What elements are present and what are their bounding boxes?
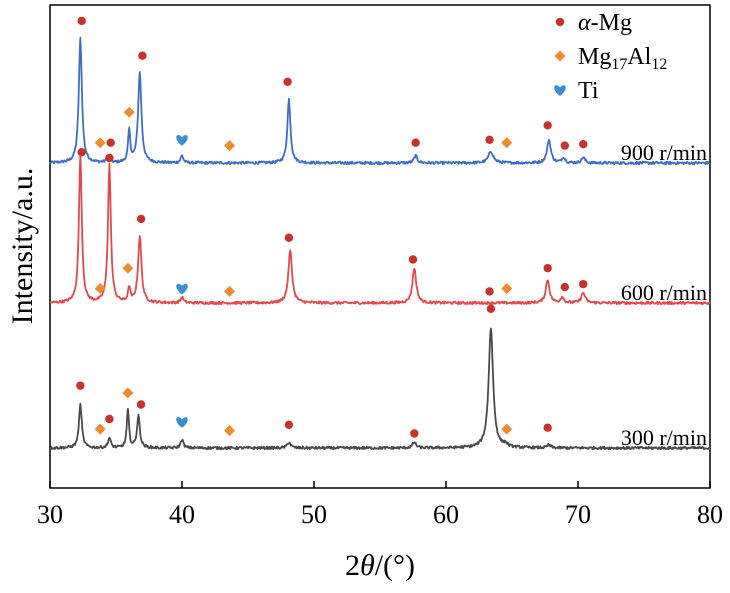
alpha-mg-marker (411, 138, 420, 147)
alpha-mg-marker (560, 282, 569, 292)
mg17al12-marker (94, 137, 106, 149)
series-label: 600 r/min (621, 280, 707, 305)
plot-frame (49, 4, 711, 489)
phase-markers (76, 16, 588, 438)
alpha-mg-marker (560, 141, 569, 150)
mg17al12-marker (554, 50, 566, 62)
series-labels: 900 r/min 600 r/min 300 r/min (621, 140, 707, 450)
mg17al12-marker (94, 423, 106, 435)
alpha-mg-marker (555, 17, 565, 27)
mg17al12-marker (501, 283, 513, 294)
ti-marker (176, 283, 188, 295)
x-tick-label: 30 (37, 500, 63, 529)
series-group (49, 36, 711, 451)
legend-entry-label: α-Mg (578, 10, 632, 36)
series-line (49, 152, 711, 306)
x-tick-label: 60 (433, 500, 459, 529)
mg17al12-marker (224, 140, 236, 152)
x-tick-label: 40 (169, 500, 195, 529)
alpha-mg-marker (543, 423, 552, 432)
series-line (49, 36, 711, 166)
alpha-mg-marker (579, 139, 588, 149)
alpha-mg-marker (106, 138, 115, 147)
mg17al12-marker (224, 425, 236, 437)
mg17al12-marker (501, 423, 513, 435)
alpha-mg-marker (284, 233, 294, 242)
alpha-mg-marker (408, 255, 418, 264)
mg17al12-marker (123, 106, 135, 118)
legend: α-Mg Mg17Al12 Ti (554, 10, 667, 104)
alpha-mg-marker (136, 400, 146, 409)
ti-marker (554, 85, 566, 96)
alpha-mg-marker (77, 16, 86, 26)
x-tick-label: 50 (301, 500, 327, 529)
legend-entry-label: Mg17Al12 (578, 44, 667, 73)
alpha-mg-marker (485, 287, 494, 296)
alpha-mg-marker (138, 51, 147, 60)
x-tick-label: 70 (565, 500, 591, 529)
x-axis-title: 2θ/(°) (345, 549, 415, 582)
x-axis-ticks: 30 40 50 60 70 80 (37, 481, 723, 529)
alpha-mg-marker (136, 214, 146, 224)
mg17al12-marker (122, 262, 134, 274)
mg17al12-marker (224, 285, 236, 297)
series-line (49, 327, 711, 451)
alpha-mg-marker (283, 77, 292, 87)
alpha-mg-marker (543, 121, 552, 130)
alpha-mg-marker (579, 279, 588, 289)
plot-area-frame (49, 4, 711, 489)
ti-marker (176, 417, 188, 428)
alpha-mg-marker (77, 148, 86, 157)
x-tick-label: 80 (697, 500, 723, 529)
alpha-mg-marker (486, 304, 496, 313)
alpha-mg-marker (543, 264, 552, 273)
mg17al12-marker (501, 137, 513, 149)
alpha-mg-marker (284, 420, 294, 429)
ti-marker (176, 135, 188, 146)
alpha-mg-marker (76, 381, 85, 390)
y-axis-title: Intensity/a.u. (6, 168, 39, 325)
mg17al12-marker (122, 387, 134, 399)
mg17al12-marker (94, 283, 106, 294)
series-label: 300 r/min (621, 425, 707, 450)
alpha-mg-marker (105, 414, 114, 424)
alpha-mg-marker (485, 135, 494, 144)
series-label: 900 r/min (621, 140, 707, 165)
alpha-mg-marker (410, 429, 419, 438)
alpha-mg-marker (105, 153, 114, 163)
legend-entry-label: Ti (578, 78, 599, 104)
